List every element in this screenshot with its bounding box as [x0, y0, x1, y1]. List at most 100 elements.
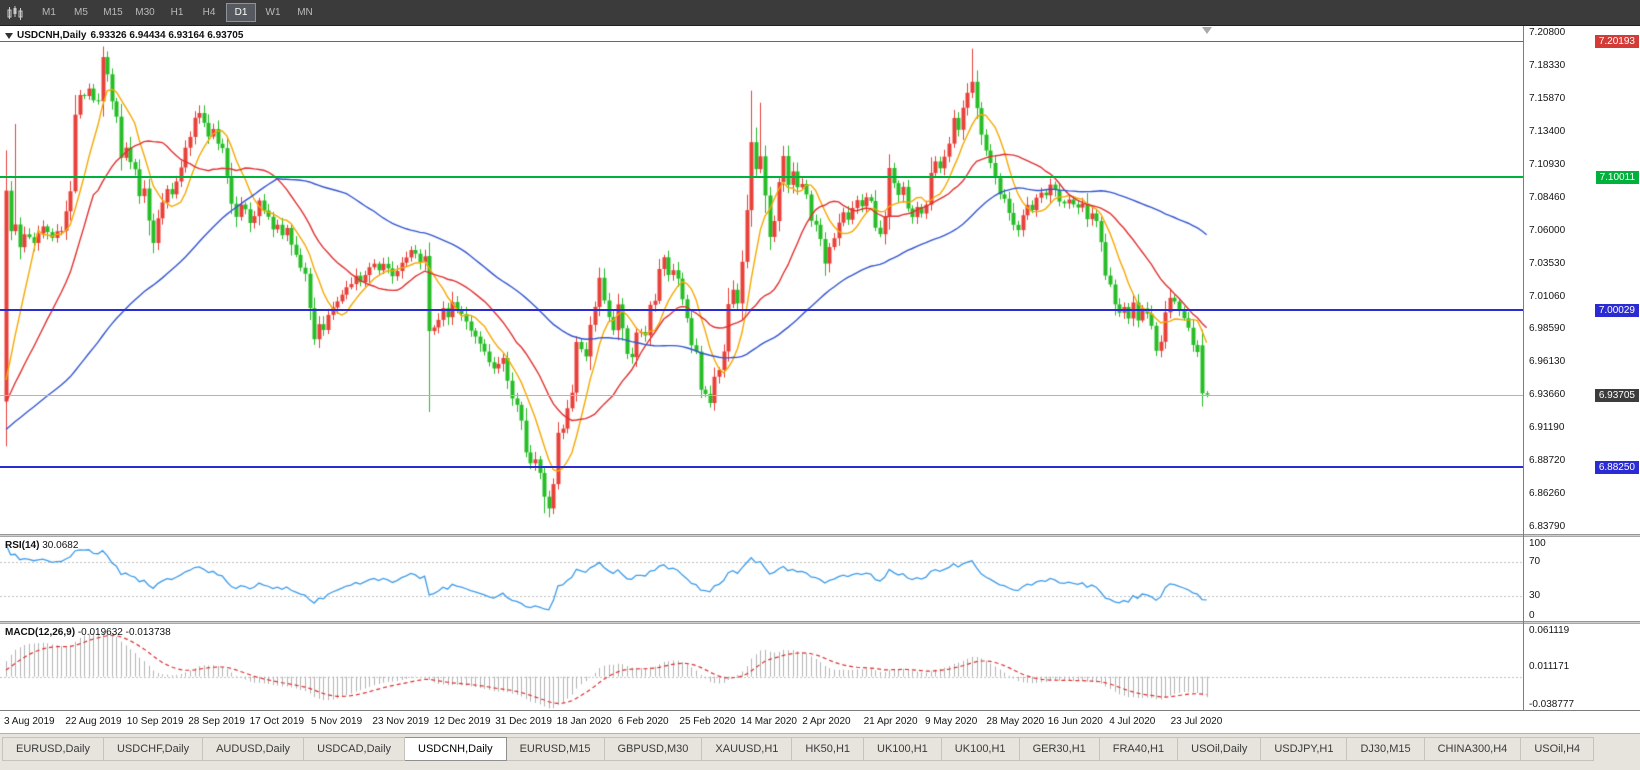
macd-label: MACD(12,26,9) -0.019632 -0.013738	[5, 627, 171, 638]
date-scale-label: 16 Jun 2020	[1047, 716, 1103, 727]
timeframe-button-m30[interactable]: M30	[135, 7, 155, 18]
macd-scale-label: 0.061119	[1529, 625, 1570, 636]
date-scale-label: 31 Dec 2019	[495, 716, 552, 727]
timeframe-button-mn[interactable]: MN	[297, 7, 313, 18]
date-scale-label: 6 Feb 2020	[618, 716, 669, 727]
horizontal-line-7.20193[interactable]	[0, 40, 1523, 42]
date-scale-label: 18 Jan 2020	[556, 716, 612, 727]
rsi-scale-label: 70	[1529, 556, 1541, 568]
price-scale-label: 7.01060	[1529, 290, 1566, 302]
price-scale-label: 7.20800	[1529, 27, 1566, 39]
date-scale: 3 Aug 2019 22 Aug 2019 10 Sep 2019 28 Sep 2…	[0, 710, 1640, 733]
chart-tab-uk100-h1[interactable]: UK100,H1	[864, 737, 942, 761]
date-scale-label: 5 Nov 2019	[311, 716, 363, 727]
chart-tab-uk100-h1[interactable]: UK100,H1	[941, 737, 1020, 761]
macd-name: MACD(12,26,9)	[5, 627, 76, 638]
chart-tab-gbpusd-m30[interactable]: GBPUSD,M30	[604, 737, 703, 761]
price-scale-label: 7.13400	[1529, 126, 1566, 137]
price-scale-border	[1523, 26, 1524, 710]
rsi-scale-label: 30	[1529, 589, 1541, 601]
price-scale-label: 6.98590	[1529, 323, 1566, 335]
chart-tab-usdcnh-daily[interactable]: USDCNH,Daily	[405, 737, 507, 761]
chart-title: USDCNH,Daily 6.93326 6.94434 6.93164 6.9…	[5, 30, 243, 41]
price-scale-label: 7.18330	[1529, 60, 1566, 72]
macd-indicator-plot[interactable]	[0, 624, 1523, 710]
chart-tab-dj30-m15[interactable]: DJ30,M15	[1347, 737, 1425, 761]
chart-tab-xauusd-h1[interactable]: XAUUSD,H1	[702, 737, 793, 761]
date-scale-label: 4 Jul 2020	[1109, 716, 1156, 727]
timeframe-button-h4[interactable]: H4	[202, 7, 216, 18]
price-scale-label: 6.86260	[1529, 487, 1566, 499]
macd-scale-label: -0.038777	[1529, 699, 1575, 710]
chart-rsi-divider[interactable]	[0, 534, 1640, 537]
price-tag-7.00029: 7.00029	[1594, 304, 1639, 318]
price-tag-6.88250: 6.88250	[1594, 461, 1639, 475]
horizontal-line-6.88250[interactable]	[0, 466, 1523, 469]
macd-signal-value: -0.013738	[125, 627, 171, 638]
timeframe-button-m1[interactable]: M1	[42, 7, 56, 18]
price-scale-label: 6.96130	[1529, 356, 1566, 368]
bid-price-tag: 6.93705	[1594, 388, 1639, 402]
price-scale-label: 6.88720	[1529, 455, 1566, 467]
price-tag-7.20193: 7.20193	[1594, 35, 1639, 49]
chart-tab-usoil-h4[interactable]: USOil,H4	[1521, 737, 1595, 761]
price-scale-label: 7.08460	[1529, 191, 1566, 203]
timeframe-button-d1[interactable]: D1	[226, 3, 256, 22]
chart-ohlc-readout: 6.93326 6.94434 6.93164 6.93705	[90, 30, 244, 41]
date-scale-label: 25 Feb 2020	[679, 716, 736, 727]
date-scale-label: 23 Nov 2019	[372, 716, 430, 727]
horizontal-line-7.00029[interactable]	[0, 309, 1523, 312]
macd-main-value: -0.019632	[77, 627, 123, 638]
rsi-indicator-plot[interactable]	[0, 537, 1523, 621]
chart-tab-usdchf-daily[interactable]: USDCHF,Daily	[103, 737, 204, 761]
date-scale-label: 3 Aug 2019	[4, 716, 55, 727]
chart-tab-usoil-daily[interactable]: USOil,Daily	[1178, 737, 1262, 761]
price-tag-7.10011: 7.10011	[1595, 171, 1639, 185]
timeframe-button-m15[interactable]: M15	[103, 7, 123, 18]
chart-tab-usdcad-daily[interactable]: USDCAD,Daily	[304, 737, 406, 761]
macd-scale-label: 0.011171	[1529, 661, 1570, 672]
chart-icon	[6, 5, 24, 21]
horizontal-line-7.10011[interactable]	[0, 176, 1523, 179]
price-scale-label: 7.03530	[1529, 257, 1566, 269]
price-scale-label: 6.91190	[1529, 422, 1565, 434]
price-scale-label: 6.83790	[1529, 520, 1566, 532]
chart-tab-ger30-h1[interactable]: GER30,H1	[1019, 737, 1100, 761]
date-scale-label: 22 Aug 2019	[65, 716, 122, 727]
date-scale-label: 12 Dec 2019	[433, 716, 491, 727]
date-scale-label: 23 Jul 2020	[1170, 716, 1223, 727]
chart-shift-marker[interactable]	[1202, 27, 1212, 34]
chart-tab-audusd-daily[interactable]: AUDUSD,Daily	[203, 737, 305, 761]
rsi-scale-label: 0	[1529, 610, 1535, 621]
chart-tabbar: EURUSD,Daily USDCHF,Daily AUDUSD,Daily USDC…	[0, 733, 1640, 770]
rsi-name: RSI(14)	[5, 540, 40, 551]
one-click-trading-collapsed-icon[interactable]	[5, 32, 13, 39]
price-chart-plot[interactable]	[0, 26, 1523, 534]
rsi-scale-label: 100	[1529, 538, 1546, 549]
timeframe-toolbar: M1 M5 M15 M30 H1 H4 D1 W1 MN	[0, 0, 1640, 26]
rsi-current-value: 30.0682	[42, 540, 79, 551]
rsi-macd-divider[interactable]	[0, 621, 1640, 624]
price-scale-label: 7.15870	[1529, 93, 1566, 105]
timeframe-button-h1[interactable]: H1	[170, 7, 184, 18]
chart-symbol-period: USDCNH,Daily	[17, 30, 87, 41]
chart-tab-fra40-h1[interactable]: FRA40,H1	[1099, 737, 1179, 761]
date-scale-label: 9 May 2020	[925, 716, 978, 727]
date-scale-label: 2 Apr 2020	[802, 716, 851, 727]
chart-tab-hk50-h1[interactable]: HK50,H1	[792, 737, 865, 761]
price-scale-label: 7.06000	[1529, 224, 1566, 236]
date-scale-label: 17 Oct 2019	[249, 716, 305, 727]
price-scale-label: 6.93660	[1529, 389, 1566, 401]
chart-tab-usdjpy-h1[interactable]: USDJPY,H1	[1261, 737, 1348, 761]
rsi-label: RSI(14) 30.0682	[5, 540, 78, 551]
date-scale-label: 10 Sep 2019	[126, 716, 184, 727]
date-scale-label: 14 Mar 2020	[740, 716, 797, 727]
timeframe-button-w1[interactable]: W1	[265, 7, 281, 18]
timeframe-button-m5[interactable]: M5	[74, 7, 88, 18]
chart-tab-china300-h4[interactable]: CHINA300,H4	[1424, 737, 1522, 761]
chart-tab-eurusd-daily[interactable]: EURUSD,Daily	[2, 737, 104, 761]
date-scale-label: 28 May 2020	[986, 716, 1045, 727]
chart-tab-eurusd-m15[interactable]: EURUSD,M15	[506, 737, 605, 761]
bid-price-line	[0, 394, 1523, 396]
